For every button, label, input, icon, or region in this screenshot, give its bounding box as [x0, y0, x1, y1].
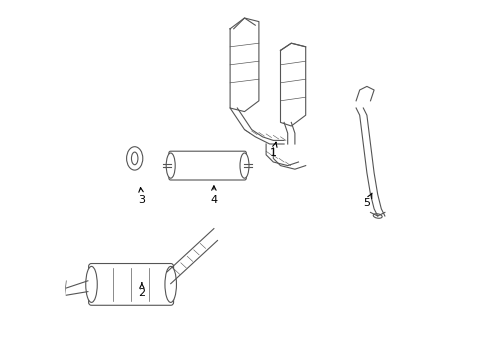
- Ellipse shape: [131, 152, 138, 165]
- Text: 2: 2: [138, 283, 145, 298]
- Text: 3: 3: [138, 188, 145, 205]
- Ellipse shape: [85, 266, 97, 302]
- FancyBboxPatch shape: [88, 264, 173, 305]
- Ellipse shape: [164, 266, 176, 302]
- Text: 1: 1: [269, 142, 276, 158]
- Ellipse shape: [372, 214, 381, 218]
- Text: 5: 5: [363, 193, 371, 208]
- Ellipse shape: [126, 147, 142, 170]
- Ellipse shape: [240, 153, 248, 178]
- Text: 4: 4: [210, 186, 217, 205]
- Ellipse shape: [166, 153, 175, 178]
- FancyBboxPatch shape: [168, 151, 246, 180]
